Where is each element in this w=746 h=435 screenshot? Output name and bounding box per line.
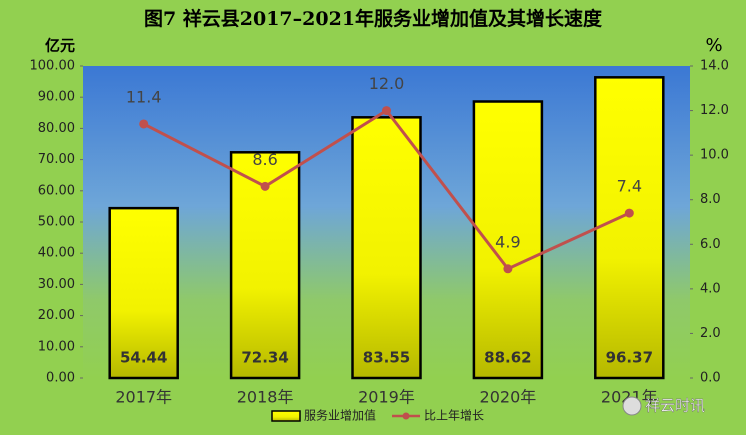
bar xyxy=(108,206,179,380)
bar xyxy=(472,100,544,380)
y-tick-label: 20.00 xyxy=(38,308,75,323)
chart-title: 图7 祥云县2017–2021年服务业增加值及其增长速度 xyxy=(144,7,603,30)
y2-tick-label: 14.0 xyxy=(700,59,729,74)
bar-value-label: 96.37 xyxy=(606,349,653,367)
line-value-label: 4.9 xyxy=(495,232,520,251)
line-value-label: 8.6 xyxy=(252,150,277,169)
line-point xyxy=(382,106,391,116)
bar-value-label: 72.34 xyxy=(241,349,288,367)
watermark-box: 祥云时讯 xyxy=(622,396,705,416)
y2-tick-label: 10.0 xyxy=(700,148,729,163)
watermark: 祥云时讯 xyxy=(645,397,705,415)
y2-tick-label: 6.0 xyxy=(700,237,721,252)
y2-tick-label: 8.0 xyxy=(700,192,721,207)
watermark-icon xyxy=(622,396,642,416)
line-point xyxy=(260,181,270,191)
y2-axis-label: % xyxy=(705,35,722,56)
line-value-label: 7.4 xyxy=(617,177,642,196)
legend-label: 服务业增加值 xyxy=(304,408,376,423)
y-tick-label: 80.00 xyxy=(38,121,75,136)
y2-tick-label: 2.0 xyxy=(700,326,721,341)
y2-tick-label: 4.0 xyxy=(700,281,721,296)
bar-value-label: 54.44 xyxy=(120,349,167,367)
y-tick-label: 50.00 xyxy=(38,215,75,230)
bar xyxy=(351,116,422,380)
y2-tick-label: 0.0 xyxy=(700,371,721,386)
legend-swatch xyxy=(271,410,301,422)
line-value-label: 12.0 xyxy=(369,74,405,93)
y-tick-label: 40.00 xyxy=(38,246,75,261)
y-tick-label: 70.00 xyxy=(38,152,75,167)
bar-value-label: 88.62 xyxy=(484,349,531,367)
y-tick-label: 60.00 xyxy=(38,183,75,198)
line-value-label: 11.4 xyxy=(126,87,162,106)
y-tick-label: 10.00 xyxy=(38,339,75,354)
y-tick-label: 30.00 xyxy=(38,277,75,292)
line-point xyxy=(503,264,513,274)
x-tick-label: 2017年 xyxy=(115,388,172,407)
bar xyxy=(594,76,665,380)
y-tick-label: 0.00 xyxy=(46,371,75,386)
line-point xyxy=(139,119,149,129)
legend-swatch xyxy=(402,412,410,420)
x-tick-label: 2018年 xyxy=(237,388,294,407)
line-point xyxy=(624,208,634,218)
y-tick-label: 100.00 xyxy=(30,59,76,74)
y-tick-label: 90.00 xyxy=(38,90,75,105)
x-tick-label: 2019年 xyxy=(358,388,415,407)
bar-value-label: 83.55 xyxy=(363,349,410,367)
y2-tick-label: 12.0 xyxy=(700,103,729,118)
x-tick-label: 2020年 xyxy=(480,388,537,407)
y-axis-label: 亿元 xyxy=(45,37,75,55)
legend-label: 比上年增长 xyxy=(424,409,484,423)
